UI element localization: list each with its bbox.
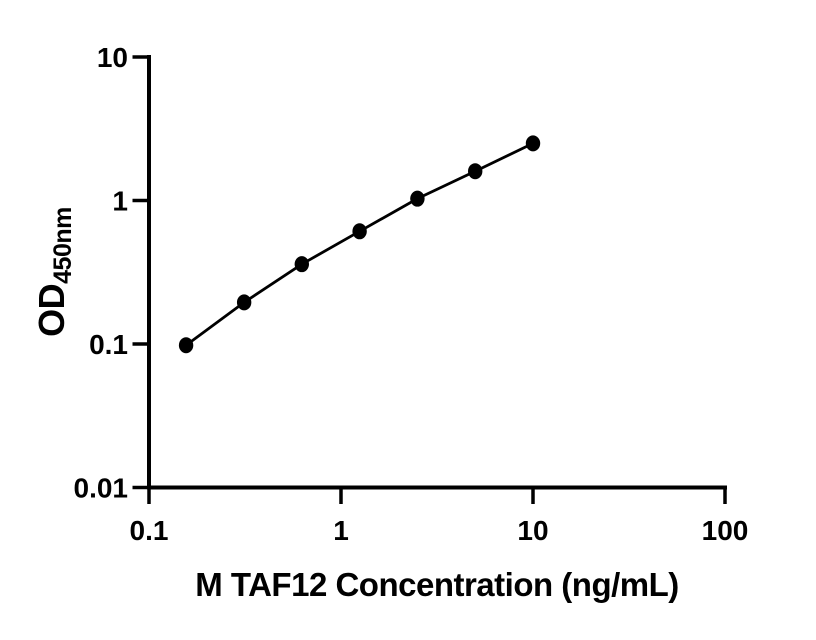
data-point-0.625ng — [294, 256, 310, 273]
data-point-10ng — [525, 135, 541, 152]
y-tick-label-0.1: 0.1 — [89, 329, 128, 360]
series-standard-curve — [178, 135, 541, 354]
data-point-0.313ng — [236, 294, 252, 311]
x-axis-ticks: 0.1 1 10 100 — [130, 488, 749, 546]
x-tick-label-100: 100 — [702, 515, 749, 546]
data-point-0.156ng — [178, 337, 194, 354]
y-axis-title-subscript: 450nm — [49, 207, 77, 284]
y-tick-label-1: 1 — [112, 186, 128, 217]
x-axis-title: M TAF12 Concentration (ng/mL) — [195, 566, 679, 603]
y-axis-ticks: 0.01 0.1 1 10 — [74, 42, 148, 504]
data-point-1.25ng — [352, 223, 367, 240]
axes — [147, 55, 727, 490]
x-tick-label-0.1: 0.1 — [130, 515, 169, 546]
y-tick-label-0.01: 0.01 — [74, 473, 129, 504]
y-axis-title-main: OD — [31, 284, 72, 337]
y-tick-label-10: 10 — [97, 42, 128, 73]
x-tick-label-10: 10 — [517, 515, 548, 546]
data-point-2.5ng — [410, 190, 425, 207]
y-axis-title: OD450nm — [31, 207, 77, 337]
data-point-5ng — [468, 163, 483, 180]
x-tick-label-1: 1 — [333, 515, 349, 546]
